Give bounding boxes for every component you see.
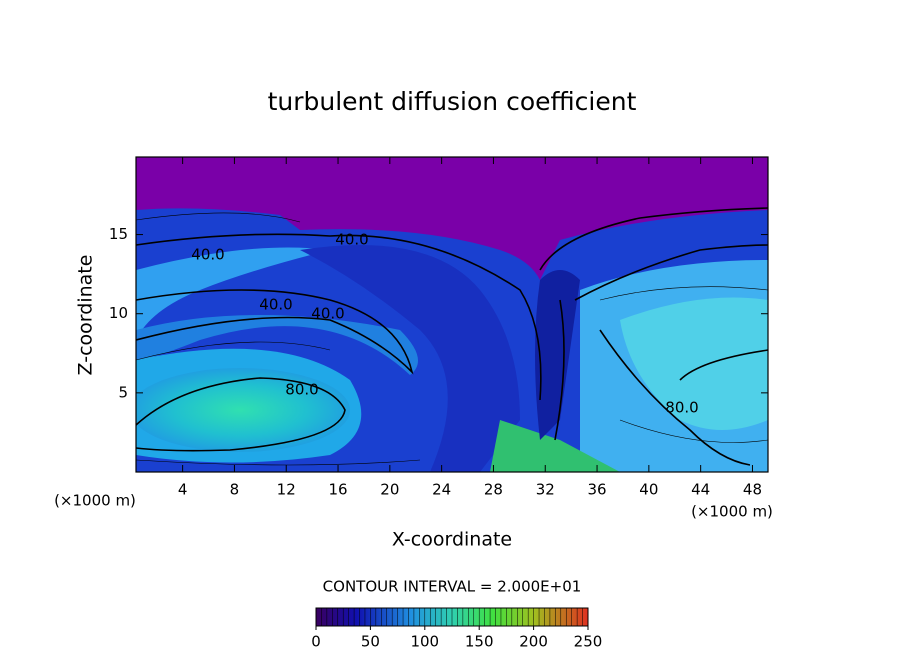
x-tick-label: 48 bbox=[743, 481, 762, 499]
contour-label: 40.0 bbox=[311, 305, 344, 323]
plot-frame bbox=[135, 156, 769, 473]
colorbar-tick-label: 0 bbox=[311, 633, 321, 651]
y-tick-label: 15 bbox=[109, 225, 128, 243]
x-tick-label: 16 bbox=[328, 481, 347, 499]
x-tick-label: 40 bbox=[639, 481, 658, 499]
x-tick-label: 28 bbox=[484, 481, 503, 499]
y-axis-label: Z-coordinate bbox=[75, 255, 97, 376]
colorbar-tick-label: 100 bbox=[410, 633, 439, 651]
x-tick-label: 44 bbox=[691, 481, 710, 499]
contour-label: 80.0 bbox=[285, 381, 318, 399]
x-axis-label: X-coordinate bbox=[392, 529, 512, 551]
contour-label: 40.0 bbox=[335, 231, 368, 249]
contour-interval: CONTOUR INTERVAL = 2.000E+01 bbox=[323, 578, 582, 596]
contour-label: 80.0 bbox=[665, 399, 698, 417]
colorbar-tick-label: 50 bbox=[361, 633, 380, 651]
contour-field bbox=[136, 157, 768, 472]
x-tick-label: 20 bbox=[380, 481, 399, 499]
x-tick-label: 36 bbox=[588, 481, 607, 499]
colorbar-tick-label: 250 bbox=[574, 633, 603, 651]
y-tick-label: 10 bbox=[109, 304, 128, 322]
x-tick-label: 8 bbox=[230, 481, 240, 499]
contour-label: 40.0 bbox=[191, 246, 224, 264]
x-tick-label: 12 bbox=[277, 481, 296, 499]
x-unit-right: (×1000 m) bbox=[691, 503, 773, 521]
x-unit-left: (×1000 m) bbox=[54, 492, 136, 510]
colorbar-tick-label: 200 bbox=[519, 633, 548, 651]
contour-label: 40.0 bbox=[259, 296, 292, 314]
x-tick-label: 4 bbox=[178, 481, 188, 499]
x-tick-label: 24 bbox=[432, 481, 451, 499]
colorbar-tick-label: 150 bbox=[465, 633, 494, 651]
chart-title: turbulent diffusion coefficient bbox=[268, 87, 637, 116]
x-tick-label: 32 bbox=[536, 481, 555, 499]
y-tick-label: 5 bbox=[118, 383, 128, 401]
